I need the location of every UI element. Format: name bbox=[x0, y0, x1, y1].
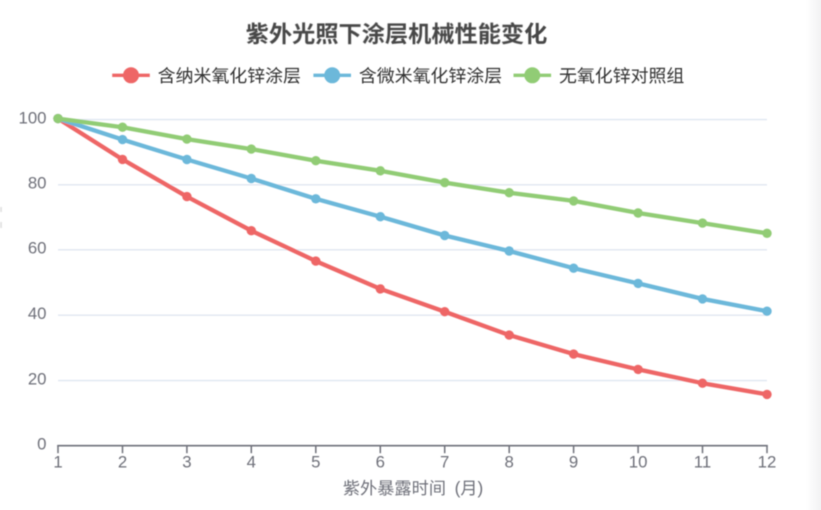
svg-text:3: 3 bbox=[182, 452, 191, 471]
svg-text:7: 7 bbox=[440, 452, 449, 471]
svg-text:60: 60 bbox=[28, 239, 47, 258]
svg-text:4: 4 bbox=[247, 452, 256, 471]
svg-text:0: 0 bbox=[37, 435, 46, 454]
svg-text:20: 20 bbox=[28, 369, 47, 388]
svg-text:40: 40 bbox=[28, 304, 47, 323]
svg-text:10: 10 bbox=[629, 452, 648, 471]
svg-text:80: 80 bbox=[28, 174, 47, 193]
svg-text:6: 6 bbox=[376, 452, 385, 471]
svg-text:12: 12 bbox=[758, 452, 777, 471]
svg-text:8: 8 bbox=[505, 452, 514, 471]
svg-text:9: 9 bbox=[569, 452, 578, 471]
svg-text:5: 5 bbox=[311, 452, 320, 471]
svg-text:2: 2 bbox=[118, 452, 127, 471]
svg-text:(: ( bbox=[455, 478, 461, 498]
svg-text:100: 100 bbox=[19, 108, 47, 127]
svg-text:): ) bbox=[478, 478, 484, 498]
svg-text:11: 11 bbox=[694, 452, 711, 471]
svg-text:1: 1 bbox=[53, 452, 62, 471]
